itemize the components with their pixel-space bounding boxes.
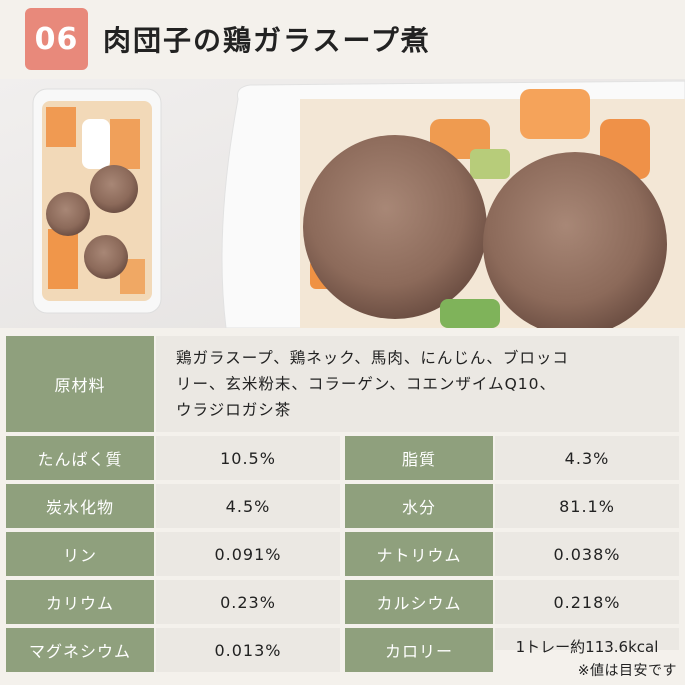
product-title: 肉団子の鶏ガラスープ煮: [103, 24, 431, 57]
header: 06 肉団子の鶏ガラスープ煮: [0, 0, 685, 78]
nutrient-value-sodium: 0.038%: [495, 532, 679, 576]
ingredients-line-3: ウラジロガシ茶: [176, 401, 292, 419]
nutrient-label-calcium: カルシウム: [345, 580, 493, 624]
nutrient-label-carbohydrate: 炭水化物: [6, 484, 154, 528]
nutrient-label-sodium: ナトリウム: [345, 532, 493, 576]
nutrient-label-phosphorus: リン: [6, 532, 154, 576]
item-number-badge: 06: [25, 8, 88, 70]
nutrient-value-protein: 10.5%: [156, 436, 340, 480]
disclaimer-note: ※値は目安です: [577, 663, 677, 679]
nutrient-value-phosphorus: 0.091%: [156, 532, 340, 576]
ingredients-line-2: リー、玄米粉末、コラーゲン、コエンザイムQ10、: [176, 375, 557, 393]
nutrient-value-potassium: 0.23%: [156, 580, 340, 624]
nutrient-label-moisture: 水分: [345, 484, 493, 528]
ingredients-label: 原材料: [6, 336, 154, 432]
nutrient-label-magnesium: マグネシウム: [6, 628, 154, 672]
nutrient-value-fat: 4.3%: [495, 436, 679, 480]
nutrient-value-moisture: 81.1%: [495, 484, 679, 528]
nutrient-value-carbohydrate: 4.5%: [156, 484, 340, 528]
nutrient-value-magnesium: 0.013%: [156, 628, 340, 672]
nutrient-label-fat: 脂質: [345, 436, 493, 480]
nutrient-label-potassium: カリウム: [6, 580, 154, 624]
nutrient-label-calories: カロリー: [345, 628, 493, 672]
product-photo: [0, 79, 685, 328]
nutrient-value-calories: 1トレー約113.6kcal: [495, 628, 679, 656]
ingredients-value: 鶏ガラスープ、鶏ネック、馬肉、にんじん、ブロッコ リー、玄米粉末、コラーゲン、コ…: [156, 336, 679, 432]
nutrient-value-calcium: 0.218%: [495, 580, 679, 624]
nutrient-label-protein: たんぱく質: [6, 436, 154, 480]
nutrition-table: 原材料 鶏ガラスープ、鶏ネック、馬肉、にんじん、ブロッコ リー、玄米粉末、コラー…: [0, 328, 685, 685]
ingredients-line-1: 鶏ガラスープ、鶏ネック、馬肉、にんじん、ブロッコ: [176, 349, 569, 367]
